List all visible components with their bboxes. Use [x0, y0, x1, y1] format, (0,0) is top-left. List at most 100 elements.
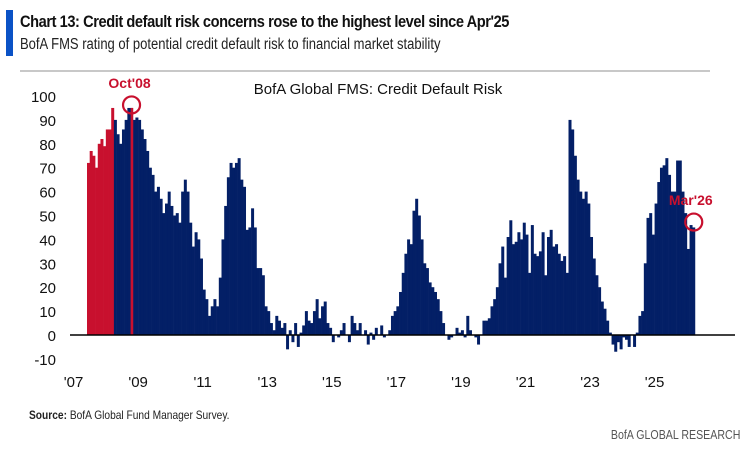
bar: [536, 256, 540, 335]
bar: [237, 158, 241, 335]
bar: [154, 191, 158, 335]
bar: [487, 318, 491, 335]
y-tick-label: 70: [39, 161, 56, 178]
bar: [606, 320, 610, 335]
bar: [390, 315, 394, 335]
bar: [641, 311, 645, 335]
bar: [673, 191, 677, 335]
bar: [611, 335, 615, 345]
bar: [329, 327, 333, 335]
bar: [347, 335, 351, 343]
bar: [380, 325, 384, 335]
bar: [366, 335, 370, 345]
bar: [304, 311, 308, 335]
bar: [576, 179, 580, 335]
bar: [259, 268, 263, 335]
bar: [199, 258, 203, 335]
bar: [87, 162, 90, 335]
bar: [627, 335, 631, 347]
bar: [288, 330, 292, 335]
bar: [267, 311, 271, 335]
bar: [116, 134, 120, 335]
bar: [146, 150, 150, 335]
bar: [450, 335, 454, 338]
bar: [474, 335, 478, 338]
bar: [514, 241, 518, 335]
bar: [283, 323, 287, 335]
bar: [95, 167, 99, 335]
bar: [622, 335, 626, 338]
bar: [463, 335, 467, 338]
bar: [501, 246, 505, 335]
bar: [89, 150, 93, 335]
x-tick-label: '19: [451, 374, 471, 391]
bar: [436, 299, 440, 335]
y-tick-label: -10: [34, 352, 56, 369]
x-tick-label: '09: [128, 374, 148, 391]
bar: [121, 129, 125, 335]
bar-series: [87, 107, 696, 352]
bar: [643, 263, 647, 335]
bar: [584, 191, 588, 335]
bar: [670, 191, 674, 335]
bar: [119, 143, 123, 335]
bar: [364, 330, 368, 335]
bar: [253, 227, 257, 335]
bar: [307, 320, 311, 335]
bar: [374, 327, 378, 335]
bar: [563, 256, 567, 335]
bar: [197, 239, 201, 335]
bar: [151, 174, 155, 335]
bar: [234, 162, 238, 335]
bar: [388, 330, 392, 335]
bar: [506, 237, 510, 335]
bar: [616, 335, 620, 343]
y-tick-label: 10: [39, 304, 56, 321]
bar: [460, 330, 464, 335]
bar: [659, 167, 663, 335]
bar: [393, 311, 397, 335]
bar: [549, 229, 553, 335]
y-tick-label: 40: [39, 232, 56, 249]
bar: [337, 335, 341, 338]
bar: [581, 198, 585, 335]
bar: [326, 323, 330, 335]
bar: [240, 179, 244, 335]
bar: [633, 335, 637, 347]
bar: [520, 239, 524, 335]
bar: [251, 208, 255, 335]
bar: [165, 203, 168, 335]
bar: [684, 213, 688, 335]
bar: [662, 165, 666, 335]
bar: [495, 287, 499, 335]
bar: [232, 167, 236, 335]
bar: [603, 308, 607, 335]
bar: [657, 182, 661, 335]
bar: [302, 325, 306, 335]
bar: [312, 311, 316, 335]
bar: [103, 146, 107, 335]
bar: [579, 191, 583, 335]
bar: [468, 330, 472, 335]
bar: [243, 186, 247, 335]
x-tick-label: '13: [257, 374, 277, 391]
bar: [493, 299, 497, 335]
bar: [442, 323, 446, 335]
bar: [181, 191, 185, 335]
bar: [538, 251, 542, 335]
annotation-label: Oct'08: [108, 75, 150, 91]
bar: [132, 119, 136, 336]
x-tick-label: '11: [193, 374, 211, 391]
bar: [140, 129, 144, 335]
x-tick-label: '07: [64, 374, 84, 391]
y-tick-label: 20: [39, 280, 56, 297]
title-accent-bar: [6, 10, 13, 56]
bar: [439, 311, 443, 335]
bar: [111, 107, 115, 335]
bar: [477, 335, 481, 345]
bar: [409, 244, 413, 335]
x-tick-label: '15: [322, 374, 342, 391]
bar: [608, 332, 612, 335]
bar: [156, 186, 160, 335]
